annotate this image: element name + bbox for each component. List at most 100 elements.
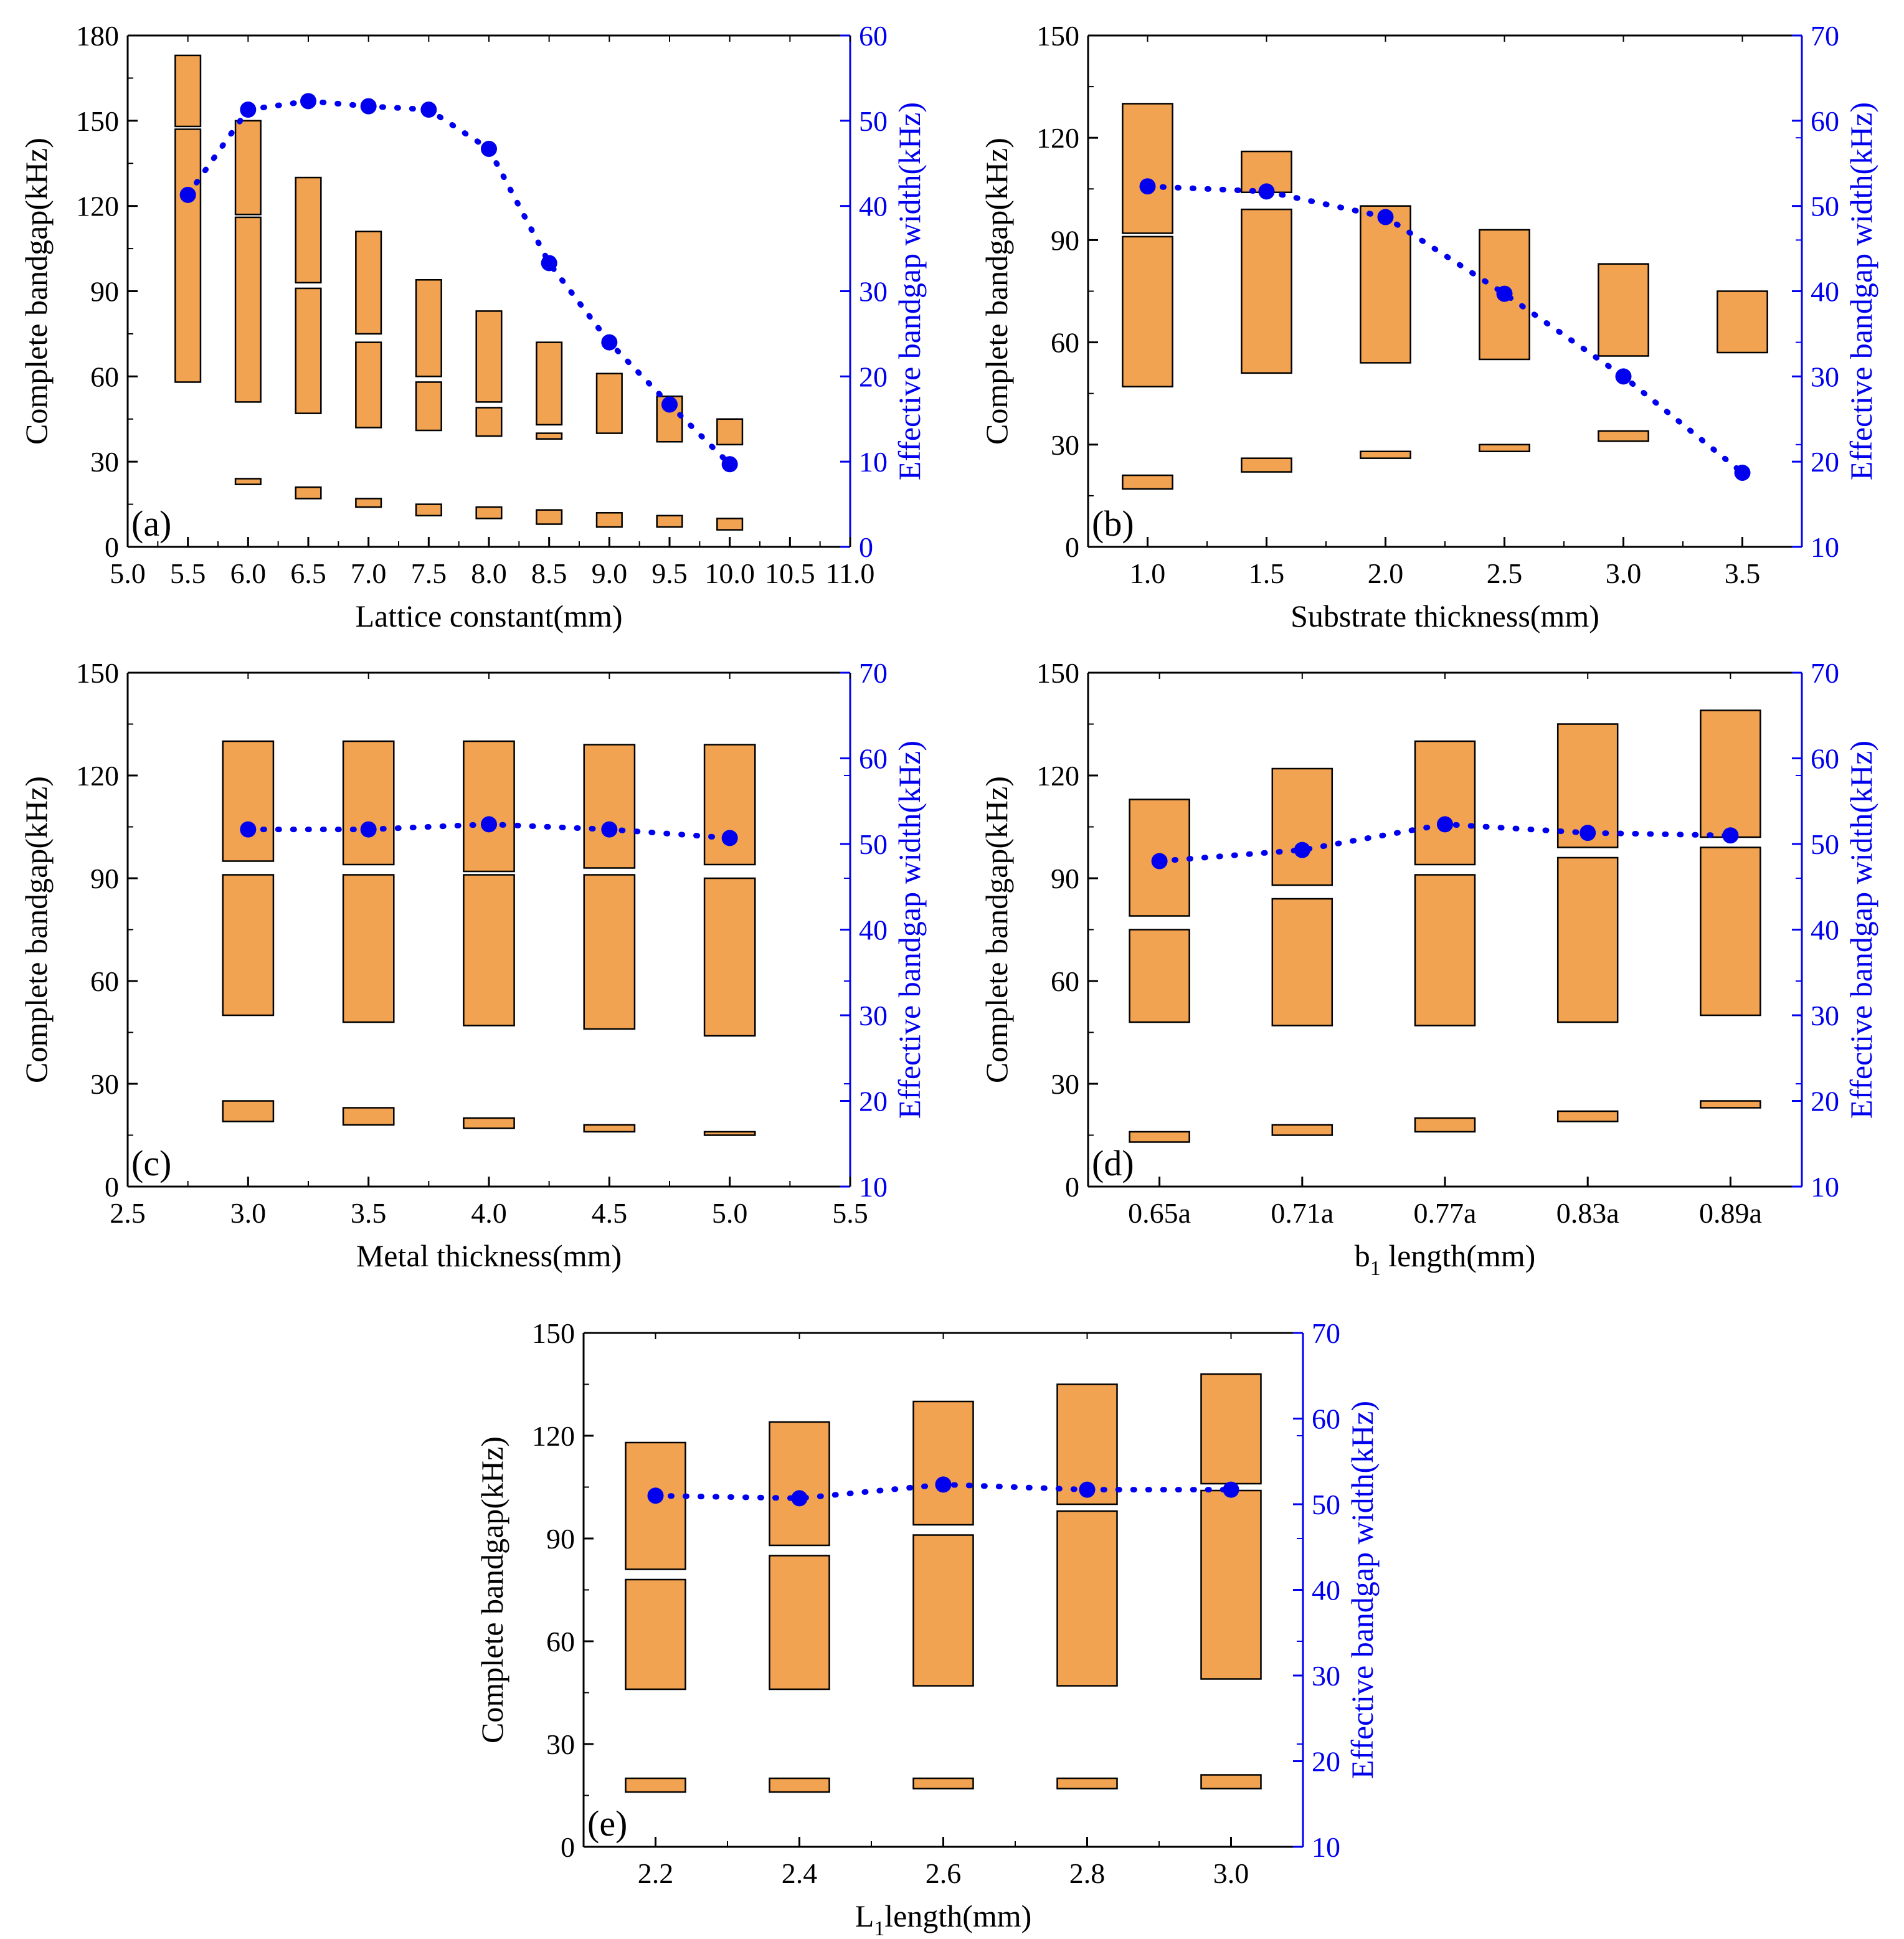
y2-tick-label: 30 [1811, 361, 1839, 392]
bandgap-bar [1700, 846, 1761, 1017]
y2-tick-label: 30 [859, 276, 888, 308]
x-tick-label: 4.5 [592, 1197, 628, 1229]
bandgap-bar [174, 54, 202, 128]
bandgap-bar [1200, 1373, 1262, 1485]
y-tick-label: 30 [1051, 429, 1079, 461]
effective-width-point [240, 102, 257, 118]
y-tick-label: 30 [1051, 1068, 1079, 1100]
bandgap-bar [342, 874, 395, 1023]
bandgap-bar [234, 216, 262, 403]
y-tick-label: 90 [546, 1523, 575, 1555]
bandgap-bar [222, 1100, 275, 1122]
y-axis-title: Complete bandgap(kHz) [19, 776, 54, 1083]
bandgap-bar [769, 1555, 830, 1690]
y2-tick-label: 10 [1811, 531, 1839, 563]
x-tick-label: 0.71a [1271, 1197, 1333, 1229]
y-axis-title: Complete bandgap(kHz) [19, 138, 54, 445]
y2-tick-label: 70 [1312, 1317, 1340, 1349]
y-axis-title: Complete bandgap(kHz) [979, 776, 1014, 1083]
effective-width-point [1580, 825, 1596, 841]
y2-tick-label: 40 [859, 191, 888, 222]
y2-tick-label: 40 [1811, 914, 1839, 946]
y-tick-label: 30 [90, 1068, 119, 1100]
effective-width-point [481, 140, 497, 157]
bandgap-bar [583, 874, 636, 1030]
y-tick-label: 30 [546, 1728, 575, 1760]
x-tick-label: 3.5 [1725, 557, 1761, 589]
x-tick-label: 1.0 [1130, 557, 1166, 589]
x-tick-label: 2.2 [638, 1857, 674, 1889]
bandgap-bar [703, 744, 756, 866]
bandgap-bar [1556, 856, 1619, 1023]
x-axis-title-main: L [855, 1899, 874, 1933]
x-tick-label: 1.5 [1249, 557, 1285, 589]
effective-width-point [791, 1490, 808, 1507]
y-tick-label: 150 [1036, 20, 1079, 52]
y-axis-title: Complete bandgap(kHz) [979, 138, 1014, 445]
y-tick-label: 150 [1036, 657, 1079, 689]
bandgap-bar [1414, 740, 1476, 866]
x-axis-title-subscript: 1 [1370, 1257, 1381, 1280]
panel-label: (e) [587, 1803, 627, 1844]
effective-width-point [420, 102, 437, 118]
y-axis-title: Complete bandgap(kHz) [475, 1436, 509, 1743]
y2-tick-label: 40 [859, 914, 888, 946]
bandgap-bar [912, 1400, 974, 1526]
effective-width-point [360, 821, 377, 838]
x-tick-label: 4.0 [471, 1197, 507, 1229]
bandgap-bar [595, 512, 623, 528]
bandgap-bar [625, 1578, 686, 1690]
y2-tick-label: 60 [1811, 743, 1839, 775]
y2-axis-title: Effective bandgap width(kHz) [1844, 741, 1878, 1119]
y2-axis-title: Effective bandgap width(kHz) [892, 741, 927, 1119]
bandgap-bar [625, 1441, 686, 1570]
y-tick-label: 120 [76, 760, 119, 792]
y-tick-label: 90 [1051, 863, 1079, 894]
x-axis-title-rest: length(mm) [884, 1899, 1031, 1933]
bandgap-bar [1700, 709, 1761, 838]
x-tick-label: 2.0 [1368, 557, 1404, 589]
effective-width-line [1157, 821, 1733, 864]
x-tick-label: 10.0 [704, 557, 755, 589]
x-tick-label: 7.5 [411, 557, 447, 589]
y-tick-label: 120 [1036, 122, 1079, 154]
bandgap-bar [174, 128, 202, 383]
x-tick-label: 6.5 [290, 557, 326, 589]
x-axis-title: b1 length(mm) [1355, 1238, 1536, 1280]
y-tick-label: 120 [76, 191, 119, 222]
x-tick-label: 2.5 [1487, 557, 1523, 589]
y2-tick-label: 10 [859, 446, 888, 478]
bandgap-bar [463, 1117, 515, 1129]
bandgap-bar [703, 877, 756, 1037]
effective-width-point [1258, 183, 1275, 200]
x-tick-label: 10.5 [765, 557, 815, 589]
bandgap-bar [1122, 474, 1173, 490]
y-tick-label: 60 [90, 361, 119, 392]
panel-label: (a) [131, 503, 171, 544]
x-tick-label: 7.0 [351, 557, 387, 589]
effective-width-line [653, 1481, 1234, 1501]
bandgap-bar [1271, 1124, 1333, 1136]
x-tick-label: 3.0 [1213, 1857, 1249, 1889]
y-tick-label: 150 [76, 105, 119, 137]
panel-label: (b) [1092, 503, 1134, 544]
y2-tick-label: 60 [1312, 1403, 1340, 1435]
bandgap-bar [1056, 1510, 1118, 1687]
panel-e: 0 30 60 90 120 150 10 20 30 40 50 60 70 2.2 2.4 2.6 2.8 3… [475, 1317, 1380, 1939]
x-tick-label: 2.5 [110, 1197, 146, 1229]
x-tick-label: 8.0 [471, 557, 507, 589]
y-tick-label: 60 [546, 1626, 575, 1657]
bandgap-bar [656, 514, 683, 528]
effective-width-point [1377, 209, 1394, 225]
bandgap-bar [295, 287, 322, 414]
x-tick-label: 8.5 [531, 557, 567, 589]
effective-width-point [661, 396, 678, 413]
y2-tick-label: 50 [1811, 828, 1839, 860]
bandgap-bar [1360, 450, 1411, 459]
bandgap-bar [234, 478, 262, 485]
x-axis-title: L1length(mm) [855, 1899, 1032, 1939]
x-axis-title-rest: length(mm) [1381, 1238, 1536, 1273]
y-tick-label: 90 [90, 863, 119, 894]
bandgap-bar [475, 407, 503, 437]
y2-tick-label: 40 [1312, 1575, 1340, 1606]
